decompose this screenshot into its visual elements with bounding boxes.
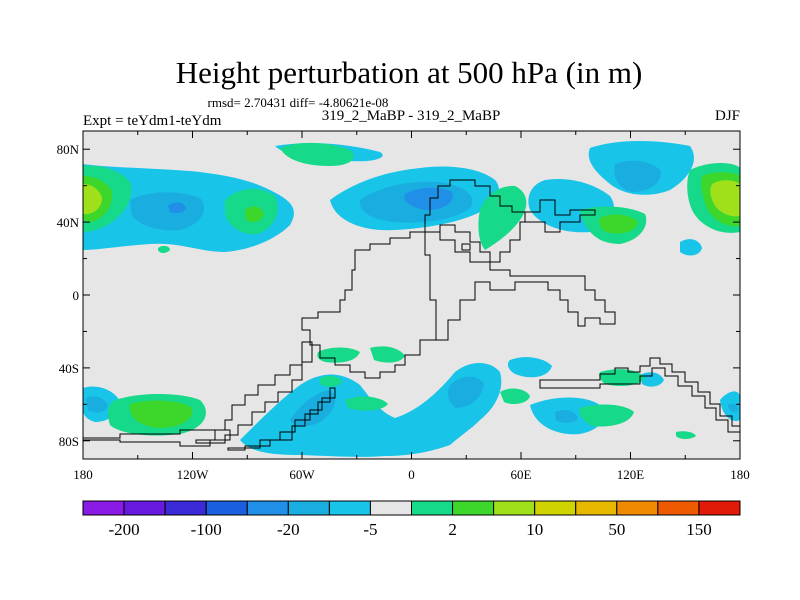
x-tick-label: 180 xyxy=(73,467,93,482)
contour-region xyxy=(478,185,527,250)
stats-label: rmsd= 2.70431 diff= -4.80621e-08 xyxy=(208,95,389,110)
colorbar: -200 -100 -20 -5 2 10 50 150 xyxy=(82,500,741,539)
contour-region xyxy=(129,400,193,428)
colorbar-label: -100 xyxy=(191,520,222,539)
continent-outline xyxy=(539,357,740,433)
colorbar-label: 10 xyxy=(526,520,543,539)
x-tick-label: 120W xyxy=(177,467,210,482)
contour-region xyxy=(728,403,738,413)
continent-outline xyxy=(227,387,336,451)
right-label: DJF xyxy=(715,108,740,124)
contour-region xyxy=(404,187,453,210)
contour-region xyxy=(676,431,696,439)
x-tick-label: 60W xyxy=(289,467,315,482)
contour-region xyxy=(614,160,661,192)
continent-outlines xyxy=(83,179,740,451)
colorbar-swatch xyxy=(123,500,166,516)
contour-region xyxy=(280,142,354,166)
contour-region xyxy=(290,390,336,427)
contour-region xyxy=(500,388,530,404)
contour-region xyxy=(317,347,360,363)
contour-region xyxy=(599,214,638,234)
region-group-blue xyxy=(168,187,453,214)
y-tick-label: 80N xyxy=(57,142,80,157)
plot-area xyxy=(83,131,740,459)
colorbar-swatch xyxy=(575,500,618,516)
x-tick-label: 180 xyxy=(730,467,750,482)
contour-region xyxy=(599,369,645,386)
colorbar-label: 150 xyxy=(686,520,712,539)
contour-region xyxy=(448,376,484,408)
colorbar-swatch xyxy=(287,500,330,516)
axes: 180 120W 60W 0 60E 120E 180 80N 40N 0 40S 80S xyxy=(57,131,750,482)
colorbar-swatch xyxy=(411,500,454,516)
colorbar-swatch xyxy=(657,500,700,516)
center-label: 319_2_MaBP - 319_2_MaBP xyxy=(322,108,501,124)
contour-region xyxy=(245,206,264,222)
colorbar-label: -200 xyxy=(108,520,139,539)
x-tick-label: 120E xyxy=(617,467,645,482)
continent-outline xyxy=(195,341,313,444)
y-tick-label: 40S xyxy=(59,361,79,376)
contour-region xyxy=(680,239,702,256)
colorbar-label: 2 xyxy=(448,520,457,539)
colorbar-label: -20 xyxy=(277,520,300,539)
colorbar-swatch xyxy=(452,500,495,516)
colorbar-swatch xyxy=(164,500,207,516)
y-tick-label: 80S xyxy=(59,434,79,449)
continent-outline xyxy=(524,199,596,233)
contour-region xyxy=(130,192,204,231)
left-label: Expt = teYdm1-teYdm xyxy=(83,113,222,129)
contour-region xyxy=(579,404,634,427)
contour-region xyxy=(86,396,108,413)
colorbar-label: -5 xyxy=(363,520,377,539)
continent-outline xyxy=(461,243,471,251)
chart-title: Height perturbation at 500 hPa (in m) xyxy=(176,55,643,90)
colorbar-swatch xyxy=(534,500,577,516)
y-tick-label: 0 xyxy=(73,288,80,303)
colorbar-swatch xyxy=(205,500,248,516)
colorbar-swatch xyxy=(82,500,125,516)
contour-region xyxy=(370,346,405,363)
contour-region xyxy=(555,410,578,423)
x-tick-label: 0 xyxy=(408,467,415,482)
colorbar-swatch xyxy=(369,500,412,516)
continent-outline xyxy=(424,231,616,341)
colorbar-swatch xyxy=(246,500,289,516)
x-tick-label: 60E xyxy=(511,467,532,482)
colorbar-swatch xyxy=(493,500,536,516)
continent-outline xyxy=(83,429,231,447)
y-tick-label: 40N xyxy=(57,215,80,230)
colorbar-label: 50 xyxy=(608,520,625,539)
contour-region xyxy=(83,184,102,214)
colorbar-swatch xyxy=(698,500,741,516)
contour-region xyxy=(710,180,740,217)
contour-region xyxy=(345,396,388,411)
region-group-yellowgreen xyxy=(83,180,740,217)
contour-region xyxy=(158,245,170,253)
contour-region xyxy=(507,357,552,378)
contour-region xyxy=(320,375,342,387)
contour-region xyxy=(168,202,186,214)
colorbar-swatch xyxy=(616,500,659,516)
colorbar-swatch xyxy=(328,500,371,516)
